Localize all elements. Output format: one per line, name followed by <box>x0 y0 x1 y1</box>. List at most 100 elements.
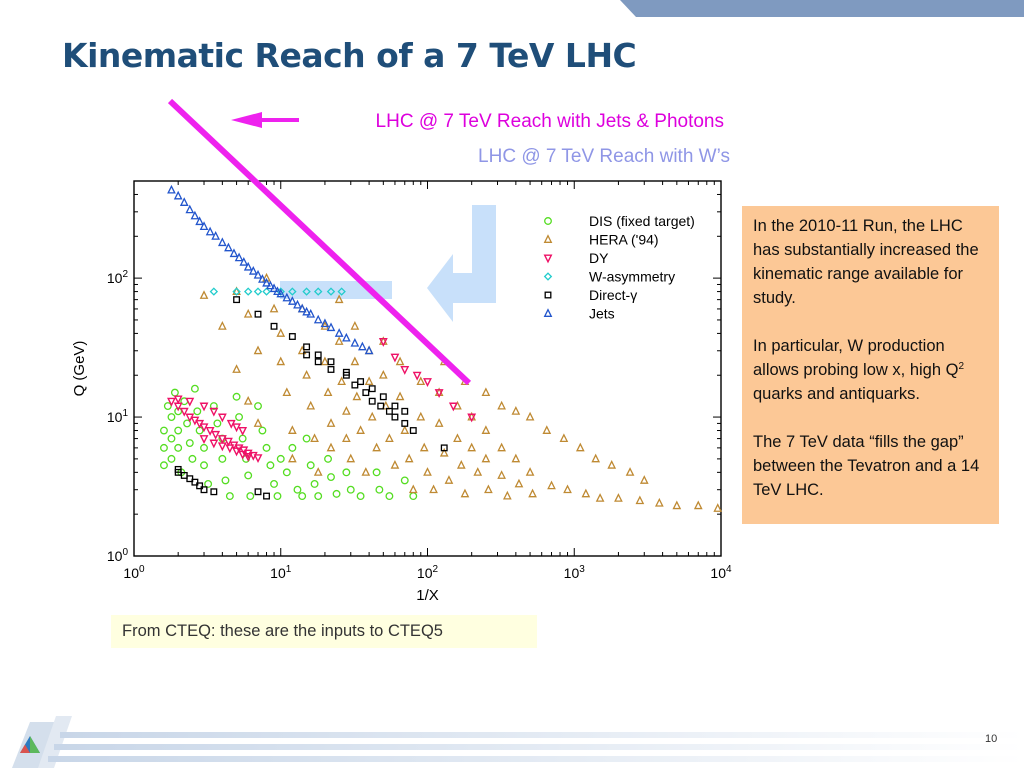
data-point <box>385 433 394 443</box>
data-point <box>326 322 336 332</box>
data-point <box>423 467 432 476</box>
data-point <box>302 434 311 443</box>
data-point <box>254 488 262 496</box>
series-1 <box>199 272 723 512</box>
data-point <box>288 287 297 296</box>
data-point <box>269 283 279 293</box>
legend-marker <box>544 217 552 225</box>
data-point <box>248 266 258 275</box>
data-point <box>232 364 241 373</box>
data-point <box>288 333 296 340</box>
data-point <box>196 482 204 490</box>
data-point <box>525 411 535 421</box>
data-point <box>372 468 381 477</box>
data-point <box>282 468 291 477</box>
data-point <box>302 369 311 379</box>
data-point <box>525 467 535 476</box>
data-point <box>368 397 376 405</box>
data-point <box>273 492 282 501</box>
data-point <box>232 423 242 433</box>
data-point <box>276 356 286 366</box>
commentary-p2-a: In particular, W production allows probi… <box>753 337 959 379</box>
data-point <box>575 442 585 452</box>
data-point <box>434 389 444 398</box>
data-point <box>282 387 292 397</box>
data-point <box>262 272 271 282</box>
data-point <box>218 237 227 247</box>
data-point <box>400 365 410 375</box>
data-point <box>434 418 444 427</box>
legend-label: Jets <box>589 306 615 322</box>
data-point <box>179 407 189 417</box>
data-point <box>160 426 168 435</box>
data-point <box>497 400 506 410</box>
data-point <box>416 376 426 386</box>
data-point <box>254 402 262 411</box>
data-point <box>239 257 249 266</box>
data-point <box>238 450 248 460</box>
data-point <box>378 369 388 379</box>
data-point <box>243 453 253 462</box>
data-point <box>342 468 351 477</box>
overlay-lines <box>167 98 472 386</box>
data-point <box>246 492 255 501</box>
data-point <box>173 395 183 405</box>
data-point <box>467 442 477 452</box>
legend-marker <box>543 272 553 281</box>
data-point <box>282 292 292 302</box>
data-point <box>497 470 506 479</box>
data-point <box>183 419 192 428</box>
w-reach-annotation: LHC @ 7 TeV Reach with W’s <box>478 146 730 167</box>
data-point <box>174 407 183 416</box>
data-point <box>511 406 521 415</box>
data-point <box>625 467 635 476</box>
data-point <box>547 480 556 490</box>
data-point <box>460 488 470 498</box>
data-point <box>314 358 322 366</box>
data-point <box>654 497 664 507</box>
data-point <box>211 231 220 240</box>
data-point <box>205 226 215 236</box>
data-point <box>408 484 418 494</box>
data-point <box>170 388 179 397</box>
data-point <box>213 419 222 428</box>
data-point <box>391 402 399 410</box>
data-point <box>185 439 194 448</box>
data-point <box>298 492 307 501</box>
page-number: 10 <box>985 733 998 745</box>
data-point <box>400 425 410 434</box>
data-point <box>253 287 263 296</box>
legend-marker <box>543 308 553 317</box>
data-point <box>400 476 409 485</box>
data-point <box>481 387 491 397</box>
y-tick-label: 100 <box>107 547 129 564</box>
data-point <box>185 204 195 214</box>
data-point <box>204 480 213 488</box>
data-point <box>326 287 336 296</box>
data-point <box>276 328 286 337</box>
data-point <box>209 407 219 417</box>
data-point <box>390 459 400 469</box>
data-point <box>334 294 344 304</box>
source-caption: From CTEQ: these are the inputs to CTEQ5 <box>111 615 537 648</box>
data-point <box>351 381 359 389</box>
data-point <box>313 467 323 476</box>
data-point <box>337 376 346 386</box>
data-point <box>211 430 221 440</box>
data-point <box>224 242 233 252</box>
y-axis-label: Q (GeV) <box>71 341 88 397</box>
data-point <box>327 366 335 373</box>
header-bar <box>620 0 1024 17</box>
data-point <box>243 308 253 318</box>
commentary-p3: The 7 TeV data “fills the gap” between t… <box>753 433 980 499</box>
data-point <box>429 484 438 494</box>
data-point <box>323 387 333 397</box>
data-point <box>234 252 244 262</box>
data-point <box>200 486 208 494</box>
data-point <box>342 332 351 342</box>
data-point <box>217 435 227 444</box>
x-tick-label: 103 <box>564 564 586 581</box>
data-point <box>199 435 209 444</box>
data-point <box>288 443 297 452</box>
data-point <box>467 413 477 423</box>
